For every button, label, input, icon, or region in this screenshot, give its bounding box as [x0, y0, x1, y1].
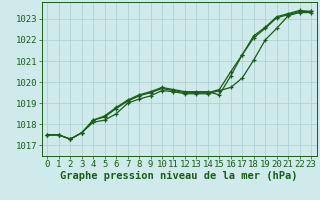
X-axis label: Graphe pression niveau de la mer (hPa): Graphe pression niveau de la mer (hPa) — [60, 171, 298, 181]
